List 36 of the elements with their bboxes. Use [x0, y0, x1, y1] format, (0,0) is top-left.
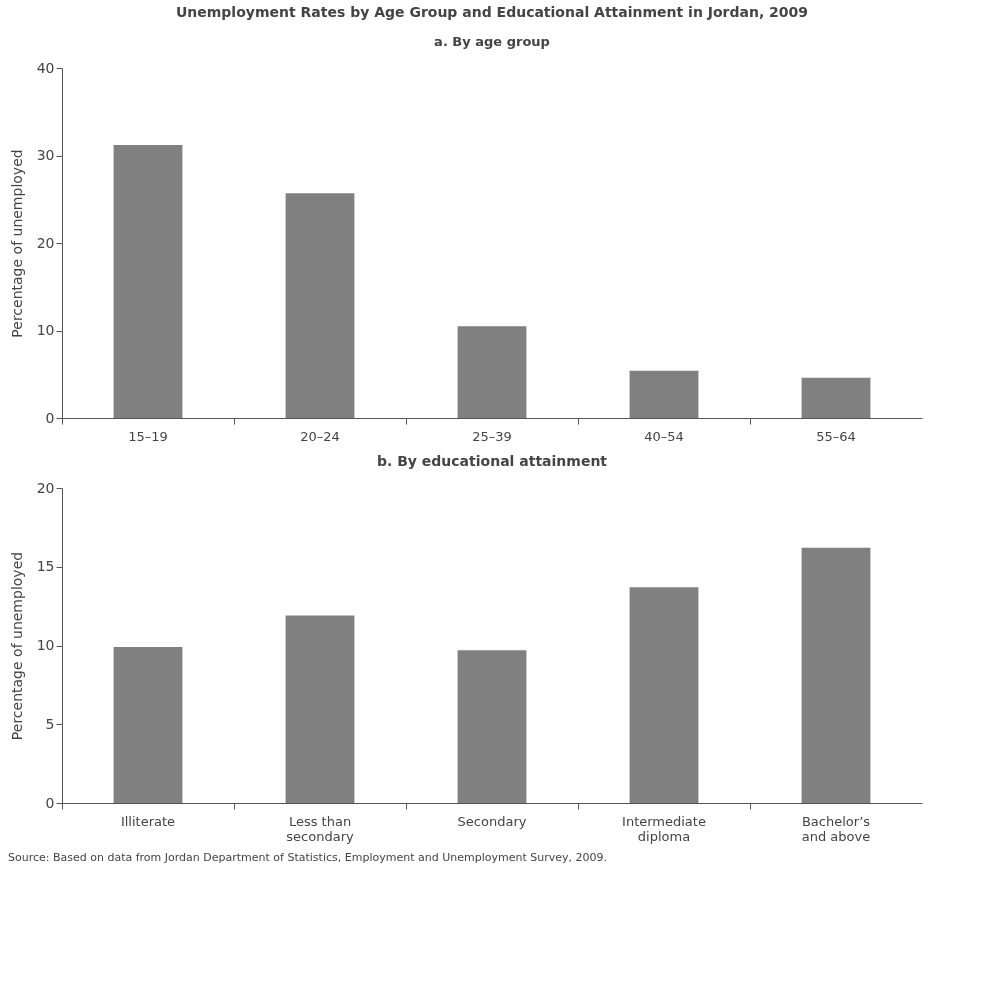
y-tick-label: 15 [36, 558, 55, 575]
y-tick-label: 40 [36, 59, 55, 76]
y-tick-label: 10 [36, 322, 55, 338]
bar [629, 587, 699, 803]
x-tick-label: 40–54 [644, 428, 684, 444]
x-tick-label: Intermediate diploma [622, 813, 706, 844]
y-tick-label: 20 [36, 479, 55, 496]
x-tick-label: 20–24 [300, 428, 340, 444]
bar [285, 615, 355, 803]
chart-title: Unemployment Rates by Age Group and Educational Attainment in Jordan, 2009 [175, 4, 809, 20]
x-tick-label: Illiterate [120, 813, 176, 829]
y-axis-title: Percentage of unemployed [8, 149, 25, 338]
bar [113, 145, 183, 418]
bar [629, 370, 699, 418]
x-tick-label: 15–19 [128, 428, 168, 444]
x-tick-label: Bachelor’s and above [801, 813, 871, 844]
bar [113, 647, 183, 803]
chart-title: b. By educational attainment [376, 453, 608, 469]
source-note: Source: Based on data from Jordan Department of Statistics, Employment and Unemployment Survey, 2009. [8, 851, 608, 864]
x-tick-label: Less than secondary [286, 813, 354, 844]
y-tick-label: 0 [45, 794, 55, 811]
x-tick-label: 55–64 [816, 428, 856, 444]
x-tick-label: Secondary [457, 813, 527, 829]
bar [457, 650, 527, 803]
y-tick-label: 20 [36, 234, 55, 251]
x-tick-label: 25–39 [472, 428, 512, 444]
bar [801, 377, 871, 418]
bar [285, 193, 355, 418]
y-tick-label: 0 [45, 409, 55, 426]
y-tick-label: 5 [45, 715, 55, 732]
y-axis-title: Percentage of unemployed [8, 551, 25, 741]
y-tick-label: 10 [36, 637, 55, 653]
chart-subtitle: a. By age group [434, 34, 550, 49]
bar [457, 326, 527, 418]
y-tick-label: 30 [36, 147, 55, 163]
bar [801, 547, 871, 803]
